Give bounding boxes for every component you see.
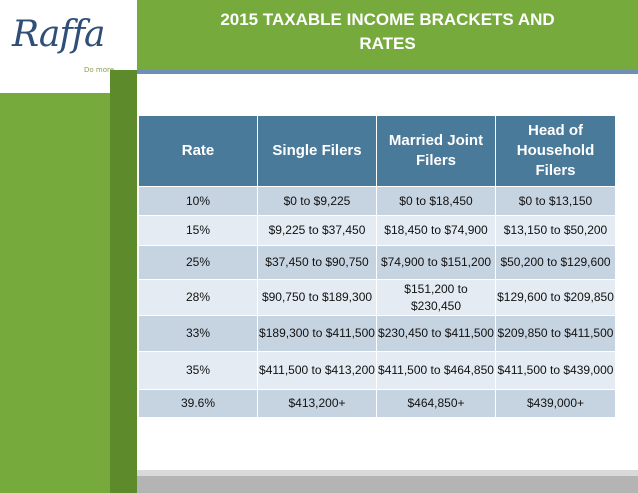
left-decor-bar-dark xyxy=(110,70,137,493)
married-cell: $0 to $18,450 xyxy=(376,186,496,216)
bottom-decor-strip xyxy=(137,476,638,493)
single-cell: $0 to $9,225 xyxy=(257,186,377,216)
logo-tagline: Do more. xyxy=(84,66,117,74)
rate-cell: 25% xyxy=(138,245,258,280)
table-row: 25% $37,450 to $90,750 $74,900 to $151,2… xyxy=(138,245,616,280)
table-header-row: Rate Single Filers Married Joint Filers … xyxy=(138,115,616,187)
header-head-of-household-filers: Head of Household Filers xyxy=(495,115,616,187)
household-cell: $0 to $13,150 xyxy=(495,186,616,216)
rate-cell: 39.6% xyxy=(138,389,258,418)
household-cell: $209,850 to $411,500 xyxy=(495,315,616,352)
rate-cell: 33% xyxy=(138,315,258,352)
single-cell: $90,750 to $189,300 xyxy=(257,279,377,316)
married-cell: $464,850+ xyxy=(376,389,496,418)
rate-cell: 35% xyxy=(138,351,258,390)
raffa-logo: Raffa xyxy=(12,14,106,55)
table-row: 10% $0 to $9,225 $0 to $18,450 $0 to $13… xyxy=(138,186,616,216)
table-row: 35% $411,500 to $413,200 $411,500 to $46… xyxy=(138,351,616,390)
rate-cell: 10% xyxy=(138,186,258,216)
table-row: 28% $90,750 to $189,300 $151,200 to $230… xyxy=(138,279,616,316)
header-single-filers: Single Filers xyxy=(257,115,377,187)
rate-cell: 28% xyxy=(138,279,258,316)
rate-cell: 15% xyxy=(138,215,258,246)
single-cell: $413,200+ xyxy=(257,389,377,418)
married-cell: $230,450 to $411,500 xyxy=(376,315,496,352)
header-rate: Rate xyxy=(138,115,258,187)
household-cell: $13,150 to $50,200 xyxy=(495,215,616,246)
single-cell: $9,225 to $37,450 xyxy=(257,215,377,246)
table-row: 15% $9,225 to $37,450 $18,450 to $74,900… xyxy=(138,215,616,246)
married-cell: $151,200 to $230,450 xyxy=(376,279,496,316)
title-line-2: RATES xyxy=(359,34,416,53)
title-line-1: 2015 TAXABLE INCOME BRACKETS AND xyxy=(220,10,555,29)
married-cell: $74,900 to $151,200 xyxy=(376,245,496,280)
bottom-decor-light xyxy=(137,470,638,476)
single-cell: $37,450 to $90,750 xyxy=(257,245,377,280)
left-decor-bar xyxy=(0,93,110,493)
household-cell: $50,200 to $129,600 xyxy=(495,245,616,280)
header-married-joint-filers: Married Joint Filers xyxy=(376,115,496,187)
accent-stripe xyxy=(137,70,638,74)
single-cell: $411,500 to $413,200 xyxy=(257,351,377,390)
household-cell: $129,600 to $209,850 xyxy=(495,279,616,316)
household-cell: $411,500 to $439,000 xyxy=(495,351,616,390)
logo-panel: Raffa Do more. xyxy=(0,0,137,93)
slide-title: 2015 TAXABLE INCOME BRACKETS AND RATES xyxy=(137,8,638,56)
married-cell: $411,500 to $464,850 xyxy=(376,351,496,390)
single-cell: $189,300 to $411,500 xyxy=(257,315,377,352)
header-band xyxy=(137,0,638,70)
table-row: 39.6% $413,200+ $464,850+ $439,000+ xyxy=(138,389,616,418)
table-row: 33% $189,300 to $411,500 $230,450 to $41… xyxy=(138,315,616,352)
tax-bracket-table: Rate Single Filers Married Joint Filers … xyxy=(138,115,616,418)
married-cell: $18,450 to $74,900 xyxy=(376,215,496,246)
household-cell: $439,000+ xyxy=(495,389,616,418)
